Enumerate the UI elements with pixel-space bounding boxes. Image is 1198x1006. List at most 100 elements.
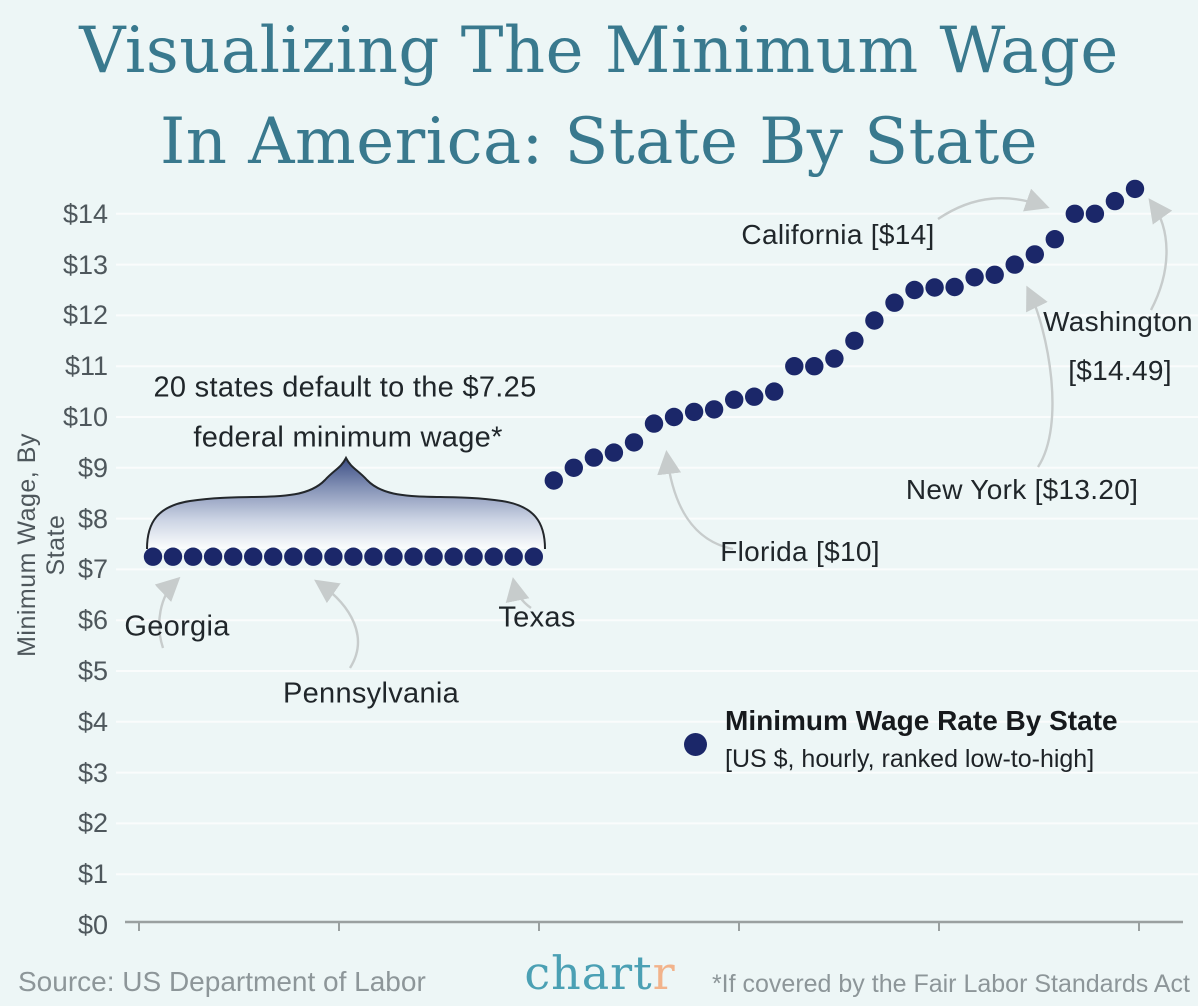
data-dot [464,547,483,566]
data-dot [644,414,664,433]
y-tick-label: $7 [77,554,108,585]
data-dot [524,547,543,566]
legend-text: Minimum Wage Rate By State [US $, hourly… [725,705,1118,774]
data-dot [284,547,303,566]
data-dot [224,547,243,566]
data-dot [604,443,624,462]
data-dot [825,349,844,368]
callout-arrow [1026,285,1054,468]
data-dot [704,400,724,419]
data-dot [745,387,764,406]
data-dot [905,280,924,300]
data-dot [664,407,684,427]
brace-outline [146,455,546,550]
data-dot [1005,255,1024,274]
data-dot [1065,204,1085,223]
callout-pennsylvania: Pennsylvania [282,677,460,710]
data-dot [244,547,263,566]
callout-washington-line-1: Washington [1043,306,1193,337]
y-tick-label: $4 [77,706,108,737]
callout-washington-line-2: [$14.49] [1068,355,1172,386]
data-dot [765,382,784,401]
data-dot [965,268,984,287]
data-dot [183,547,203,566]
callout-new-york: New York [$13.20] [905,474,1139,505]
data-dot [384,547,403,566]
callout-texas: Texas [498,601,576,634]
data-dot [544,471,563,490]
footnote: *If covered by the Fair Labor Standards … [711,970,1190,998]
y-tick-label: $0 [77,910,108,940]
data-dot [364,547,383,566]
callout-california: California [$14] [741,219,935,250]
data-dot [484,547,503,566]
data-dot [885,293,904,312]
callout-arrow [314,579,360,669]
data-dot [865,311,884,330]
callout-arrows [154,188,1173,669]
source-credit: Source: US Department of Labor [18,966,426,997]
data-dot [785,357,804,376]
x-axis [125,920,1183,931]
title-line-2: In America: State By State [159,104,1039,179]
data-dot [564,458,583,477]
data-dot [163,547,183,566]
data-dot [504,547,523,566]
data-dot [805,357,824,376]
data-dot [143,547,163,566]
callout-arrow [937,188,1050,220]
callout-arrow [505,577,532,609]
y-tick-label: $9 [77,452,108,483]
y-tick-label: $8 [77,503,108,534]
brace-note-line-1: 20 states default to the $7.25 [153,371,537,404]
data-dot [304,547,323,566]
data-dot [344,547,363,566]
data-dot [945,277,964,297]
chartr-logo: chartr [510,946,690,1000]
data-dot [404,547,423,566]
callout-arrow [1148,198,1173,311]
callout-arrow [657,450,734,551]
data-dot [624,433,644,452]
page-title: Visualizing The Minimum Wage In America:… [0,6,1198,188]
y-tick-label: $12 [62,300,108,331]
state-data-dots [143,179,1145,566]
y-tick-label: $1 [77,859,108,890]
federal-minimum-brace [146,455,546,550]
y-tick-label: $11 [64,351,108,382]
data-dot [444,547,463,566]
data-dot [1125,179,1145,199]
callout-florida: Florida [$10] [720,536,880,567]
chartr-logo-main: chart [524,946,653,1000]
y-tick-label: $10 [62,402,108,432]
data-dot [1085,204,1105,223]
y-tick-label: $3 [77,757,108,788]
data-dot [424,547,443,566]
legend-dot-icon [684,733,707,756]
legend-subtitle: [US $, hourly, ranked low-to-high] [725,745,1095,773]
data-dot [264,547,283,566]
data-dot [684,402,704,422]
y-tick-label: $13 [62,249,108,280]
legend: Minimum Wage Rate By State [US $, hourly… [684,705,1118,774]
y-tick-label: $5 [77,656,108,686]
data-dot [1045,230,1065,249]
callout-arrow [154,576,181,649]
brace-note-line-2: federal minimum wage* [193,421,503,454]
data-dot [1025,245,1045,264]
data-dot [925,278,944,297]
y-tick-label: $6 [77,605,108,636]
data-dot [725,390,744,409]
data-dot [845,331,864,350]
data-dot [584,448,604,467]
brace-fill [147,458,545,549]
data-dot [203,547,223,566]
y-tick-label: $2 [77,808,108,839]
data-dot [1105,191,1125,211]
data-dot [985,265,1004,284]
callout-georgia: Georgia [124,610,230,643]
y-tick-label: $14 [62,198,108,229]
data-dot [324,547,343,566]
